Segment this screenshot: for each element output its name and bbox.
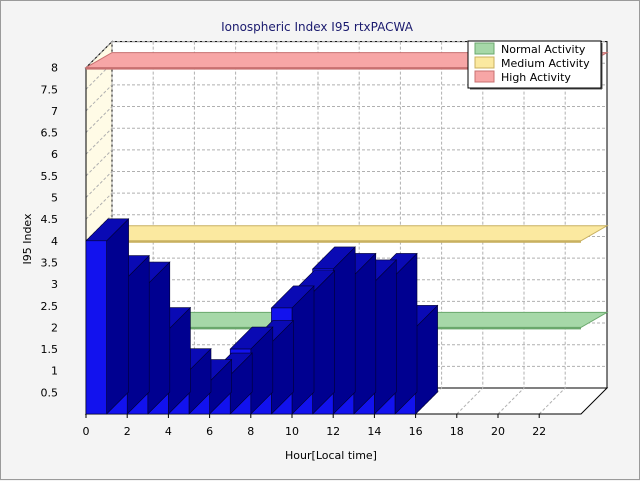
bar-front (85, 240, 107, 415)
bar-side (394, 252, 418, 415)
y-tick-label: 5 (51, 192, 58, 205)
y-tick-label: 2.5 (41, 300, 59, 313)
y-tick-label: 6 (51, 148, 58, 161)
legend-swatch-high (474, 70, 495, 83)
bar-series (85, 218, 439, 415)
legend-item-normal: Normal Activity (501, 43, 586, 56)
legend-swatch-normal (474, 42, 495, 55)
grid-line-side (85, 84, 113, 112)
x-tick-label: 6 (206, 425, 213, 438)
grid-line-floor (497, 387, 525, 415)
x-tick-label: 4 (165, 425, 172, 438)
x-tick-label: 10 (285, 425, 299, 438)
bar-side (374, 259, 397, 415)
y-tick-label: 3.5 (41, 256, 59, 269)
y-tick-label: 2 (51, 321, 58, 334)
legend: Normal Activity Medium Activity High Act… (467, 40, 603, 90)
x-tick-label: 14 (367, 425, 381, 438)
bar-side (353, 252, 377, 415)
x-tick-label: 8 (247, 425, 254, 438)
axis-ticks: 0.5 1 1.5 2 2.5 3 3.5 4 4.5 5 5.5 6 6.5 7 7.5 8 0 2 4 6 8 10 1… (41, 62, 547, 438)
x-tick-label: 20 (491, 425, 505, 438)
x-axis-label: Hour[Local time] (285, 449, 377, 462)
bar-side (147, 261, 171, 415)
y-tick-label: 6.5 (41, 127, 59, 140)
grid-line-floor (538, 387, 566, 415)
x-tick-label: 0 (83, 425, 90, 438)
bar-side (291, 285, 315, 415)
x-tick-label: 2 (124, 425, 131, 438)
y-axis-label: I95 Index (21, 213, 34, 265)
chart-title: Ionospheric Index I95 rtxPACWA (221, 20, 414, 34)
band-edge-medium (94, 240, 581, 243)
y-tick-label: 1 (51, 365, 58, 378)
grid-line-side (85, 106, 113, 133)
y-tick-label: 3 (51, 278, 58, 291)
legend-swatch-medium (474, 56, 495, 69)
bar-side (312, 270, 335, 415)
legend-item-high: High Activity (501, 71, 571, 84)
y-tick-label: 0.5 (41, 386, 59, 399)
band-medium (92, 225, 609, 242)
y-tick-label: 1.5 (41, 343, 59, 356)
x-tick-label: 22 (532, 425, 546, 438)
grid-line-floor (456, 387, 484, 415)
x-tick-label: 18 (450, 425, 464, 438)
x-tick-label: 12 (326, 425, 340, 438)
legend-item-medium: Medium Activity (501, 57, 590, 70)
y-tick-label: 4 (51, 235, 58, 248)
grid-line-side (85, 192, 113, 220)
bar-side (332, 246, 356, 415)
y-tick-label: 5.5 (41, 170, 59, 183)
grid-line-side (85, 171, 113, 198)
x-tick-label: 16 (409, 425, 423, 438)
bar-side (126, 254, 150, 415)
y-tick-label: 7 (51, 105, 58, 118)
y-tick-label: 4.5 (41, 213, 59, 226)
band-edge-high (86, 67, 581, 70)
grid-line-side (85, 41, 113, 68)
bar-hour-0 (85, 218, 130, 415)
grid-line-side (85, 149, 113, 177)
y-tick-label: 8 (51, 62, 58, 75)
bar-side (106, 218, 129, 415)
y-tick-label: 7.5 (41, 83, 59, 96)
grid-line-side (85, 127, 113, 155)
